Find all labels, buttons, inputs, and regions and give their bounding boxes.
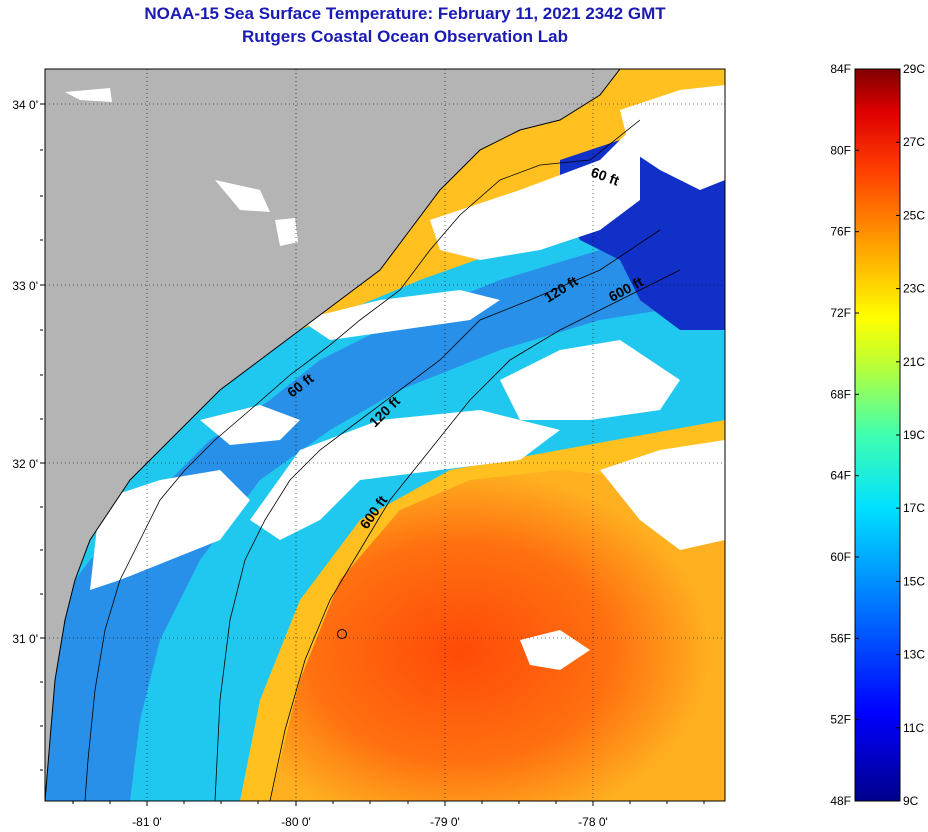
colorbar-celsius-label: 23C (903, 282, 925, 296)
cloud-mask (620, 85, 725, 190)
colorbar-fahrenheit-label: 52F (830, 713, 851, 727)
cloud-mask (300, 290, 500, 340)
colorbar-celsius-label: 29C (903, 62, 925, 76)
land-mass (45, 69, 620, 801)
colorbar-celsius-label: 9C (903, 794, 919, 808)
colorbar-fahrenheit-label: 68F (830, 387, 851, 401)
cloud-mask (250, 410, 560, 540)
coastline (45, 69, 621, 801)
land-cloud-fleck (275, 218, 298, 246)
lon-label: -79 0' (430, 815, 460, 829)
colorbar-celsius-label: 25C (903, 208, 925, 222)
cloud-mask (600, 440, 725, 550)
colorbar-fahrenheit-label: 72F (830, 306, 851, 320)
isobath-120ft (214, 229, 661, 801)
cloud-mask (200, 405, 300, 445)
cloud-mask (500, 340, 680, 420)
graticule (45, 69, 725, 801)
colorbar-fahrenheit-ticks: 84F 80F 76F 72F 68F 64F 60F 56F 52F 48F (830, 62, 859, 808)
buoy-marker (337, 629, 347, 639)
colorbar-fahrenheit-label: 64F (830, 469, 851, 483)
cloud-mask (430, 120, 640, 260)
colorbar-fahrenheit-label: 84F (830, 62, 851, 76)
lat-label: 33 0' (12, 279, 38, 293)
lat-label: 32 0' (12, 457, 38, 471)
colorbar-celsius-label: 13C (903, 648, 925, 662)
colorbar-celsius-label: 15C (903, 574, 925, 588)
lon-label: -81 0' (132, 815, 162, 829)
colorbar-celsius-label: 27C (903, 135, 925, 149)
lat-label: 31 0' (12, 632, 38, 646)
colorbar-fahrenheit-label: 48F (830, 794, 851, 808)
map-subtitle: Rutgers Coastal Ocean Observation Lab (242, 27, 568, 46)
map-panel (45, 69, 725, 801)
colorbar-celsius-label: 11C (903, 721, 924, 735)
colorbar-celsius-label: 17C (903, 501, 925, 515)
colorbar-fahrenheit-label: 76F (830, 225, 851, 239)
isobath-60ft (84, 119, 641, 801)
isobath-600ft (269, 269, 681, 801)
map-title: NOAA-15 Sea Surface Temperature: Februar… (144, 4, 666, 23)
cloud-mask (520, 630, 590, 670)
colorbar (854, 68, 901, 802)
lon-label: -80 0' (281, 815, 311, 829)
colorbar-celsius-label: 19C (903, 428, 925, 442)
colorbar-fahrenheit-label: 80F (830, 143, 851, 157)
colorbar-celsius-ticks: 29C 27C 25C 23C 21C 19C 17C 15C 13C 11C 9C (896, 62, 925, 808)
lat-label: 34 0' (12, 98, 38, 112)
colorbar-celsius-label: 21C (903, 355, 925, 369)
colorbar-fahrenheit-label: 56F (830, 631, 851, 645)
cool-shelf-water (45, 180, 725, 801)
colorbar-fahrenheit-label: 60F (830, 550, 851, 564)
tick-marks (40, 103, 705, 806)
land-cloud-fleck (65, 88, 112, 102)
map-frame (44, 68, 726, 802)
lon-label: -78 0' (578, 815, 608, 829)
land-cloud-fleck (215, 180, 270, 212)
gulf-stream-warm-core (270, 470, 725, 801)
